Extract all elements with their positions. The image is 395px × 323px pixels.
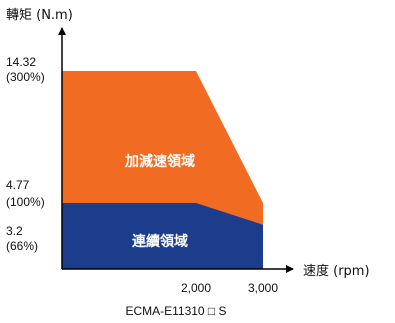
x-tick-label: 3,000 <box>248 281 278 295</box>
y-tick-label: 14.32 <box>6 55 36 69</box>
y-tick-label: 3.2 <box>6 224 23 238</box>
y-tick-label: 4.77 <box>6 178 30 192</box>
continuous-region-area <box>62 203 263 269</box>
y-tick-percent-label: (66%) <box>6 239 38 253</box>
continuous-region-label: 連續領域 <box>132 233 188 250</box>
x-axis-title: 速度 (rpm) <box>303 263 370 279</box>
y-axis-title: 轉矩 (N.m) <box>6 8 73 23</box>
acceleration-region-label: 加減速領域 <box>124 153 195 170</box>
x-tick-label: 2,000 <box>181 281 211 295</box>
model-caption: ECMA-E11310 □ S <box>125 304 226 318</box>
y-tick-percent-label: (100%) <box>6 195 45 209</box>
y-tick-percent-label: (300%) <box>6 70 45 84</box>
